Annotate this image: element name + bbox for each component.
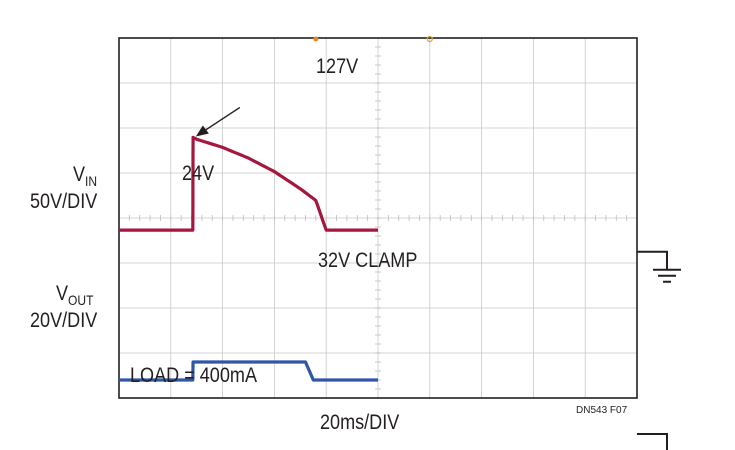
vin-ground-lead xyxy=(637,250,668,270)
clamp-annotation: 32V CLAMP xyxy=(318,249,418,272)
vout-trace xyxy=(119,360,378,382)
vout-scale-label: 20V/DIV xyxy=(30,309,98,332)
plot-frame xyxy=(118,37,638,399)
vin-peak-annotation: 127V xyxy=(316,55,359,78)
load-annotation: LOAD = 400mA xyxy=(130,364,257,387)
vin-trace xyxy=(119,135,378,232)
peak-arrow-line xyxy=(201,106,241,134)
ground-symbols xyxy=(637,250,681,450)
vout-ground-lead xyxy=(637,433,668,450)
trigger-marker xyxy=(426,35,433,43)
scope-grid xyxy=(118,37,638,399)
peak-arrow-head xyxy=(195,125,209,137)
x-axis-label: 20ms/DIV xyxy=(320,411,400,434)
figure-id: DN543 F07 xyxy=(576,405,628,416)
vin-scale-label: 50V/DIV xyxy=(30,190,98,213)
markers xyxy=(195,35,433,137)
traces xyxy=(119,135,378,382)
trigger-marker xyxy=(313,36,319,42)
vout-channel-label: VOUT xyxy=(56,282,94,308)
vin-channel-label: VIN xyxy=(73,163,98,189)
vin-level-annotation: 24V xyxy=(182,162,215,185)
